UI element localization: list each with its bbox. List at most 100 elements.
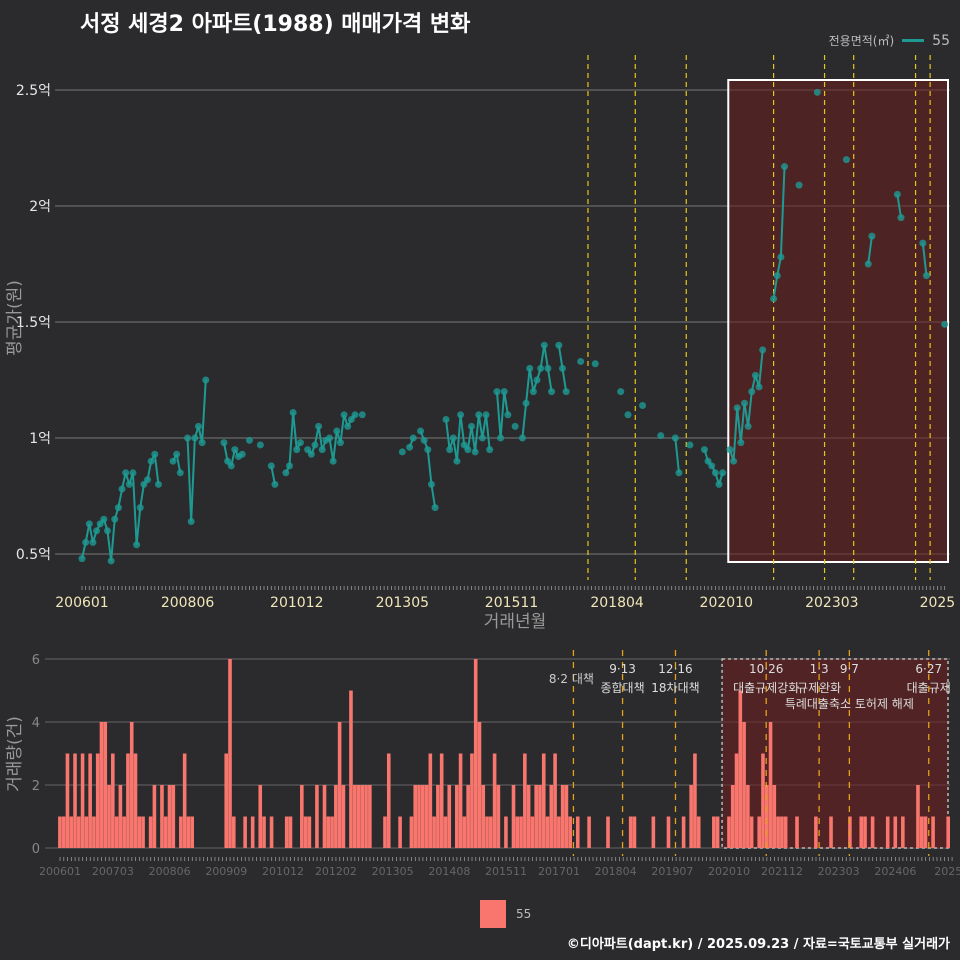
price-line-segment bbox=[779, 166, 786, 258]
volume-bar bbox=[250, 816, 255, 848]
volume-bar bbox=[288, 816, 293, 848]
volume-bar bbox=[137, 816, 142, 848]
volume-bar bbox=[224, 753, 229, 848]
price-point bbox=[315, 422, 323, 430]
volume-bar bbox=[114, 816, 119, 848]
x-tick-label: 202112 bbox=[761, 865, 803, 878]
price-point bbox=[282, 469, 290, 477]
volume-bar bbox=[231, 816, 236, 848]
y-tick-label: 0 bbox=[32, 842, 40, 857]
volume-bar bbox=[122, 816, 126, 848]
volume-bar bbox=[545, 816, 550, 848]
volume-bar bbox=[734, 753, 739, 848]
price-point bbox=[267, 462, 275, 470]
x-tick-label: 2025 bbox=[920, 595, 956, 611]
price-point bbox=[486, 446, 494, 454]
volume-bar bbox=[61, 816, 66, 848]
price-point bbox=[555, 341, 563, 349]
price-point bbox=[344, 422, 352, 430]
volume-bar bbox=[330, 816, 334, 848]
x-axis-title: 거래년월 bbox=[484, 612, 547, 632]
volume-bar bbox=[413, 785, 418, 848]
volume-bar bbox=[749, 816, 754, 848]
price-point bbox=[125, 480, 133, 488]
x-tick-label: 202303 bbox=[805, 595, 858, 611]
price-point bbox=[326, 434, 334, 442]
price-point bbox=[336, 439, 344, 447]
price-point bbox=[78, 555, 86, 563]
volume-bar bbox=[885, 816, 890, 848]
price-point bbox=[624, 411, 632, 419]
volume-bar bbox=[349, 690, 353, 848]
price-point bbox=[777, 253, 785, 261]
y-tick-label: 6 bbox=[32, 653, 40, 668]
volume-bar bbox=[111, 753, 115, 848]
price-point bbox=[748, 388, 756, 396]
price-point bbox=[522, 399, 530, 407]
x-tick-label: 201701 bbox=[538, 865, 580, 878]
volume-bar bbox=[814, 816, 818, 848]
price-point bbox=[526, 364, 534, 372]
volume-bar bbox=[863, 816, 867, 848]
y-axis-title: 거래량(건) bbox=[5, 716, 25, 792]
price-point bbox=[686, 441, 694, 449]
legend-bottom: 55 bbox=[480, 900, 531, 928]
price-point bbox=[919, 239, 927, 247]
price-point bbox=[176, 469, 184, 477]
price-point bbox=[562, 388, 570, 396]
price-point bbox=[122, 469, 130, 477]
x-tick-label: 200806 bbox=[161, 595, 215, 611]
price-line-segment bbox=[332, 430, 338, 462]
volume-bar bbox=[383, 816, 387, 848]
price-line-segment bbox=[921, 243, 928, 276]
volume-bar bbox=[447, 785, 452, 848]
volume-bar bbox=[772, 785, 777, 848]
volume-bar bbox=[243, 816, 247, 848]
price-point bbox=[577, 357, 585, 365]
volume-bar bbox=[65, 753, 70, 848]
x-tick-label: 200909 bbox=[205, 865, 247, 878]
x-tick-label: 200601 bbox=[39, 865, 81, 878]
price-point bbox=[427, 480, 435, 488]
price-line-segment bbox=[758, 349, 764, 388]
volume-bar bbox=[893, 816, 898, 848]
price-line-segment bbox=[499, 391, 506, 439]
price-point bbox=[558, 364, 566, 372]
volume-bar bbox=[303, 816, 308, 848]
price-point bbox=[478, 434, 486, 442]
volume-bar bbox=[315, 785, 319, 848]
price-point bbox=[671, 434, 679, 442]
volume-bar bbox=[511, 785, 516, 848]
price-line-segment bbox=[546, 368, 553, 392]
policy-label: 종합대책 bbox=[600, 680, 644, 695]
x-tick-label: 201202 bbox=[315, 865, 357, 878]
price-point bbox=[719, 469, 727, 477]
price-line-segment bbox=[430, 484, 437, 508]
volume-bar bbox=[341, 785, 346, 848]
price-line-segment bbox=[485, 414, 491, 450]
price-point bbox=[493, 388, 501, 396]
price-point bbox=[358, 411, 366, 419]
volume-bar bbox=[439, 753, 444, 848]
price-line-segment bbox=[131, 472, 138, 545]
x-tick-label: 200601 bbox=[55, 595, 108, 611]
price-line-segment bbox=[459, 414, 466, 446]
price-point bbox=[245, 436, 253, 444]
volume-bar bbox=[307, 816, 312, 848]
chart-title: 서정 세경2 아파트(1988) 매매가격 변화 bbox=[80, 12, 471, 37]
price-point bbox=[726, 446, 734, 454]
volume-bar bbox=[73, 753, 77, 848]
volume-bar bbox=[541, 753, 546, 848]
policy-date: 9·7 bbox=[840, 662, 859, 676]
volume-bar bbox=[99, 722, 104, 848]
x-tick-label: 202010 bbox=[708, 865, 750, 878]
price-line-segment bbox=[739, 403, 746, 443]
price-point bbox=[657, 432, 665, 440]
price-line-segment bbox=[426, 449, 433, 485]
price-line-segment bbox=[339, 414, 346, 443]
volume-bar bbox=[326, 816, 331, 848]
volume-bar bbox=[696, 816, 701, 848]
price-point bbox=[114, 504, 122, 512]
price-point bbox=[449, 434, 457, 442]
price-point bbox=[864, 260, 872, 268]
